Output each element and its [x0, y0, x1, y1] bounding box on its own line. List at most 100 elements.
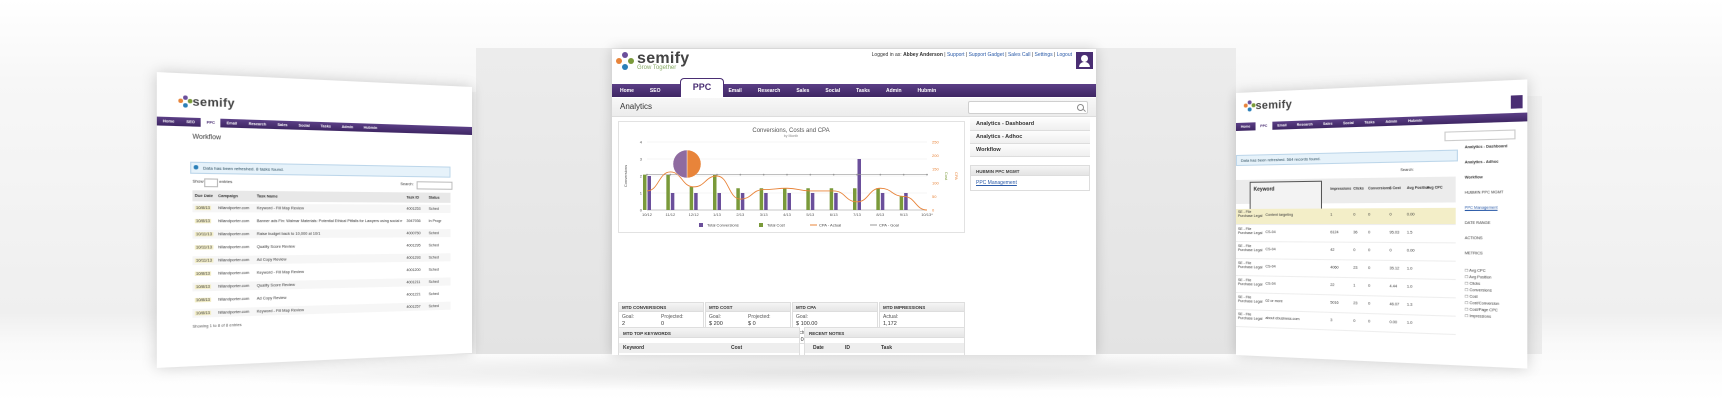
col-conversions[interactable]: Conversions: [1368, 186, 1390, 190]
point-cpa-goal: [856, 174, 858, 176]
nav-ppc-active-tab[interactable]: PPC: [680, 78, 724, 97]
metric-checkbox[interactable]: ☐ Clicks: [1465, 281, 1480, 286]
nav-admin[interactable]: Admin: [878, 84, 910, 97]
metric-checkbox[interactable]: ☐ Avg CPC: [1465, 268, 1486, 273]
user-avatar-icon[interactable]: [1076, 52, 1093, 69]
nav-sales[interactable]: Sales: [1318, 119, 1338, 128]
search-icon[interactable]: [1077, 104, 1084, 111]
col-cost[interactable]: Cost: [731, 345, 742, 351]
nav-home[interactable]: Home: [157, 117, 181, 127]
col-keyword[interactable]: Keyword: [623, 345, 644, 351]
nav-home[interactable]: Home: [1236, 122, 1255, 131]
settings-link[interactable]: Settings: [1035, 52, 1053, 58]
right-screen-keywords: semify Home PPC Email Research Sales Soc…: [1236, 79, 1527, 368]
sales-call-link[interactable]: Sales Call: [1008, 52, 1031, 58]
menu-workflow[interactable]: Workflow: [970, 144, 1090, 157]
table-row[interactable]: 10/8/13 hillandporter.com Keyword - Fill M…: [192, 265, 450, 278]
nav-seo[interactable]: SEO: [642, 84, 669, 97]
col-id[interactable]: ID: [845, 345, 850, 351]
table-cell: 42: [1330, 248, 1334, 252]
table-row[interactable]: 10/8/13 hillandporter.com Quality Score Re…: [192, 277, 450, 291]
nav-social[interactable]: Social: [817, 84, 848, 97]
table-cell: 5016: [1330, 300, 1338, 304]
col-task-id[interactable]: Task ID: [406, 195, 419, 199]
col-status[interactable]: Status: [429, 196, 440, 200]
col-date[interactable]: Date: [813, 345, 824, 351]
support-link[interactable]: Support: [947, 52, 965, 58]
side-menu-item[interactable]: Workflow: [1465, 175, 1483, 180]
table-row[interactable]: 10/11/13 hillandporter.com Quality Score R…: [192, 241, 450, 252]
col-campaign[interactable]: Campaign: [218, 194, 238, 199]
nav-sales[interactable]: Sales: [788, 84, 817, 97]
side-menu-item[interactable]: METRICS: [1465, 251, 1483, 256]
nav-admin[interactable]: Admin: [336, 123, 358, 132]
table-row[interactable]: 10/8/13 hillandporter.com Keyword - Fill M…: [192, 302, 450, 318]
search-input[interactable]: [1444, 129, 1515, 141]
ppc-management-link[interactable]: PPC Management: [976, 180, 1017, 186]
table-row[interactable]: 10/11/13 hillandporter.com Ad Copy Review 4…: [192, 253, 450, 265]
side-menu-item[interactable]: PPC Management: [1465, 205, 1498, 210]
nav-admin[interactable]: Admin: [1380, 117, 1403, 126]
metric-checkbox[interactable]: ☐ Avg Position: [1465, 275, 1492, 280]
table-cell: 10/8/13: [195, 206, 211, 210]
support-gadget-link[interactable]: Support Gadget: [969, 52, 1004, 58]
search-input[interactable]: [417, 181, 453, 190]
nav-sales[interactable]: Sales: [272, 120, 293, 129]
side-menu-item[interactable]: ACTIONS: [1465, 236, 1483, 240]
table-row[interactable]: SE - File Purchase Legal CS-04 42 0 0 0 0.00: [1236, 243, 1456, 262]
side-menu-item[interactable]: Analytics - Dashboard: [1465, 144, 1508, 149]
side-menu-item[interactable]: HUBMIN PPC MGMT: [1465, 190, 1504, 195]
nav-seo[interactable]: SEO: [180, 117, 200, 126]
col-task[interactable]: Task: [881, 345, 892, 351]
bar-total-conversions: [741, 193, 745, 210]
logged-in-user: Abbey Anderson: [903, 52, 943, 58]
table-cell: hillandporter.com: [218, 258, 249, 263]
metric-checkbox[interactable]: ☐ Cost/Conversion: [1465, 301, 1499, 306]
col-due-date[interactable]: Due Date: [195, 194, 213, 199]
nav-home[interactable]: Home: [612, 84, 642, 97]
logout-link[interactable]: Logout: [1057, 52, 1072, 58]
logo: semify Grow Together: [616, 51, 690, 71]
side-menu-item[interactable]: DATE RANGE: [1465, 221, 1491, 225]
nav-research[interactable]: Research: [750, 84, 789, 97]
col-avg-cpc[interactable]: Avg CPC: [1427, 185, 1443, 189]
col-clicks[interactable]: Clicks: [1353, 186, 1364, 190]
col-task-name[interactable]: Task Name: [257, 194, 278, 198]
search-input[interactable]: [968, 101, 1088, 114]
menu-analytics-adhoc[interactable]: Analytics - Adhoc: [970, 131, 1090, 144]
metric-checkbox[interactable]: ☐ Cost: [1465, 294, 1478, 299]
metric-checkbox[interactable]: ☐ Conversions: [1465, 288, 1492, 293]
menu-analytics-dashboard[interactable]: Analytics - Dashboard: [970, 118, 1090, 131]
metric-checkbox[interactable]: ☐ Cost/Page CPC: [1465, 307, 1498, 312]
col-cost[interactable]: $ Cost: [1390, 186, 1401, 190]
nav-ppc[interactable]: PPC: [201, 118, 221, 127]
semify-logo-icon: [1244, 100, 1256, 113]
table-cell: Keyword - Fill Map Review: [257, 206, 403, 211]
nav-email[interactable]: Email: [1272, 121, 1291, 130]
table-row[interactable]: 10/11/13 hillandporter.com Raise budget ba…: [192, 229, 450, 239]
nav-social[interactable]: Social: [1338, 119, 1359, 128]
side-menu-item[interactable]: Analytics - Adhoc: [1465, 159, 1499, 164]
keyword-table-body: SE - File Purchase Legal Content targetin…: [1236, 79, 1527, 93]
metric-checkbox[interactable]: ☐ Impressions: [1465, 314, 1491, 319]
nav-ppc[interactable]: PPC: [1255, 122, 1272, 131]
nav-research[interactable]: Research: [243, 119, 272, 129]
nav-tasks[interactable]: Tasks: [315, 122, 336, 131]
table-row[interactable]: SE - File Purchase Legal CS-04 6124 36 0 95.0…: [1236, 226, 1456, 243]
nav-hubmin[interactable]: Hubmin: [358, 123, 382, 132]
table-row[interactable]: 10/8/13 hillandporter.com Banner ads Fin: …: [192, 217, 450, 226]
col-impressions[interactable]: Impressions: [1330, 187, 1351, 191]
avatar[interactable]: [1511, 95, 1523, 109]
page-size-select[interactable]: [204, 178, 218, 187]
nav-tasks[interactable]: Tasks: [1359, 118, 1380, 127]
nav-research[interactable]: Research: [1292, 120, 1318, 129]
table-row[interactable]: SE - File Purchase Legal Content targetin…: [1236, 208, 1456, 225]
table-row[interactable]: 10/8/13 hillandporter.com Keyword - Fill M…: [192, 204, 450, 213]
nav-hubmin[interactable]: Hubmin: [1403, 116, 1428, 125]
table-cell: 1.0: [1407, 284, 1412, 288]
nav-social[interactable]: Social: [293, 121, 315, 130]
nav-email[interactable]: Email: [221, 119, 243, 128]
nav-hubmin[interactable]: Hubmin: [910, 84, 945, 97]
nav-email[interactable]: Email: [720, 84, 749, 97]
nav-tasks[interactable]: Tasks: [848, 84, 878, 97]
